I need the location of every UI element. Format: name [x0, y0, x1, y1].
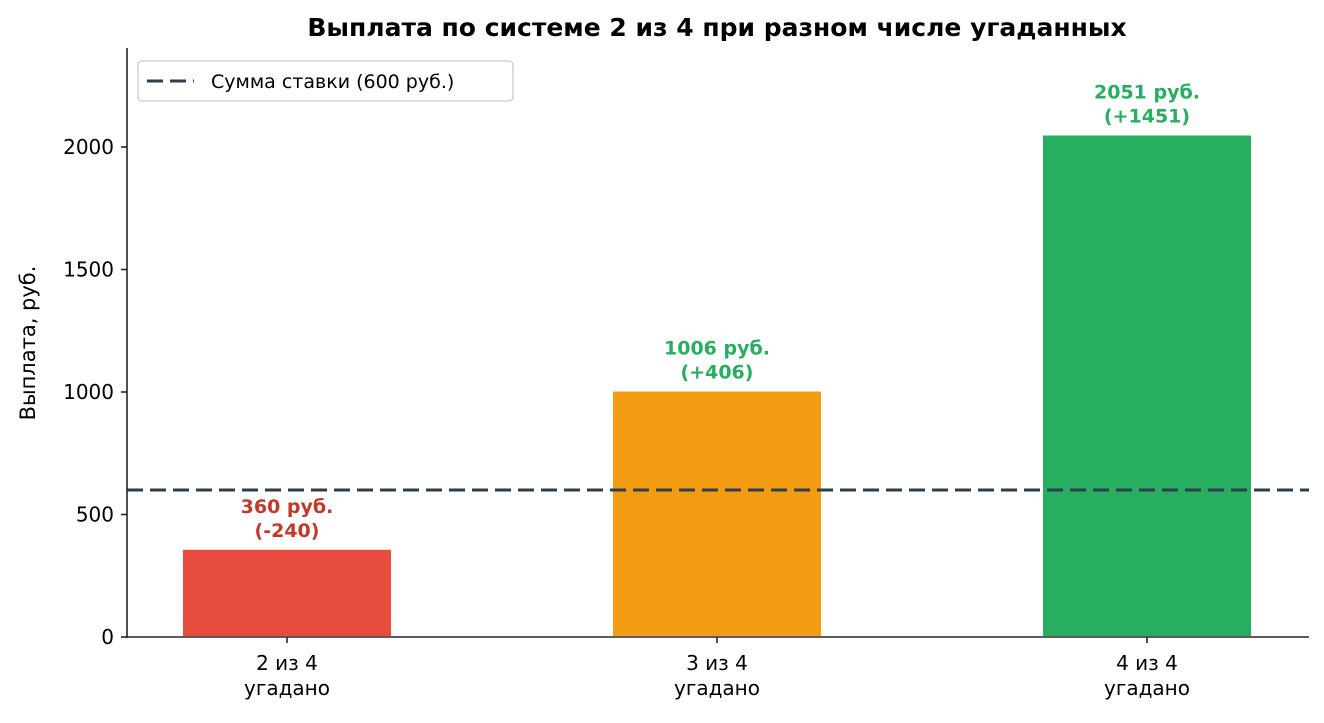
legend-label: Сумма ставки (600 руб.) — [211, 71, 454, 93]
x-tick-label: 3 из 4 — [686, 651, 748, 675]
y-tick-label: 500 — [76, 503, 114, 527]
x-tick-label: угадано — [674, 676, 760, 700]
bar-value-labels: 360 руб.(-240) 1006 руб.(+406) 2051 руб.(+… — [241, 82, 1200, 542]
legend: Сумма ставки (600 руб.) — [137, 60, 514, 102]
bar-4-of-4 — [1041, 133, 1253, 638]
bar-value-label: 2051 руб. — [1094, 82, 1200, 104]
bar-diff-label: (+406) — [681, 362, 754, 384]
y-tick-label: 1000 — [63, 380, 114, 404]
bars — [181, 133, 1253, 638]
y-axis-label: Выплата, руб. — [16, 266, 40, 421]
y-tick-label: 0 — [101, 625, 114, 649]
bar-value-label: 1006 руб. — [664, 338, 770, 360]
x-tick-label: 2 из 4 — [256, 651, 318, 675]
y-tick-label: 2000 — [63, 135, 114, 159]
y-tick-label: 1500 — [63, 258, 114, 282]
y-axis-ticks: 0 500 1000 1500 2000 — [63, 135, 127, 649]
x-tick-label: 4 из 4 — [1116, 651, 1178, 675]
x-tick-label: угадано — [1104, 676, 1190, 700]
legend-box — [137, 60, 514, 102]
bar-3-of-4 — [611, 389, 823, 638]
x-tick-label: угадано — [244, 676, 330, 700]
bar-diff-label: (-240) — [255, 520, 320, 542]
bar-value-label: 360 руб. — [241, 496, 334, 518]
bar-2-of-4 — [181, 547, 393, 638]
chart-title: Выплата по системе 2 из 4 при разном чис… — [307, 13, 1126, 42]
bar-diff-label: (+1451) — [1104, 106, 1190, 128]
